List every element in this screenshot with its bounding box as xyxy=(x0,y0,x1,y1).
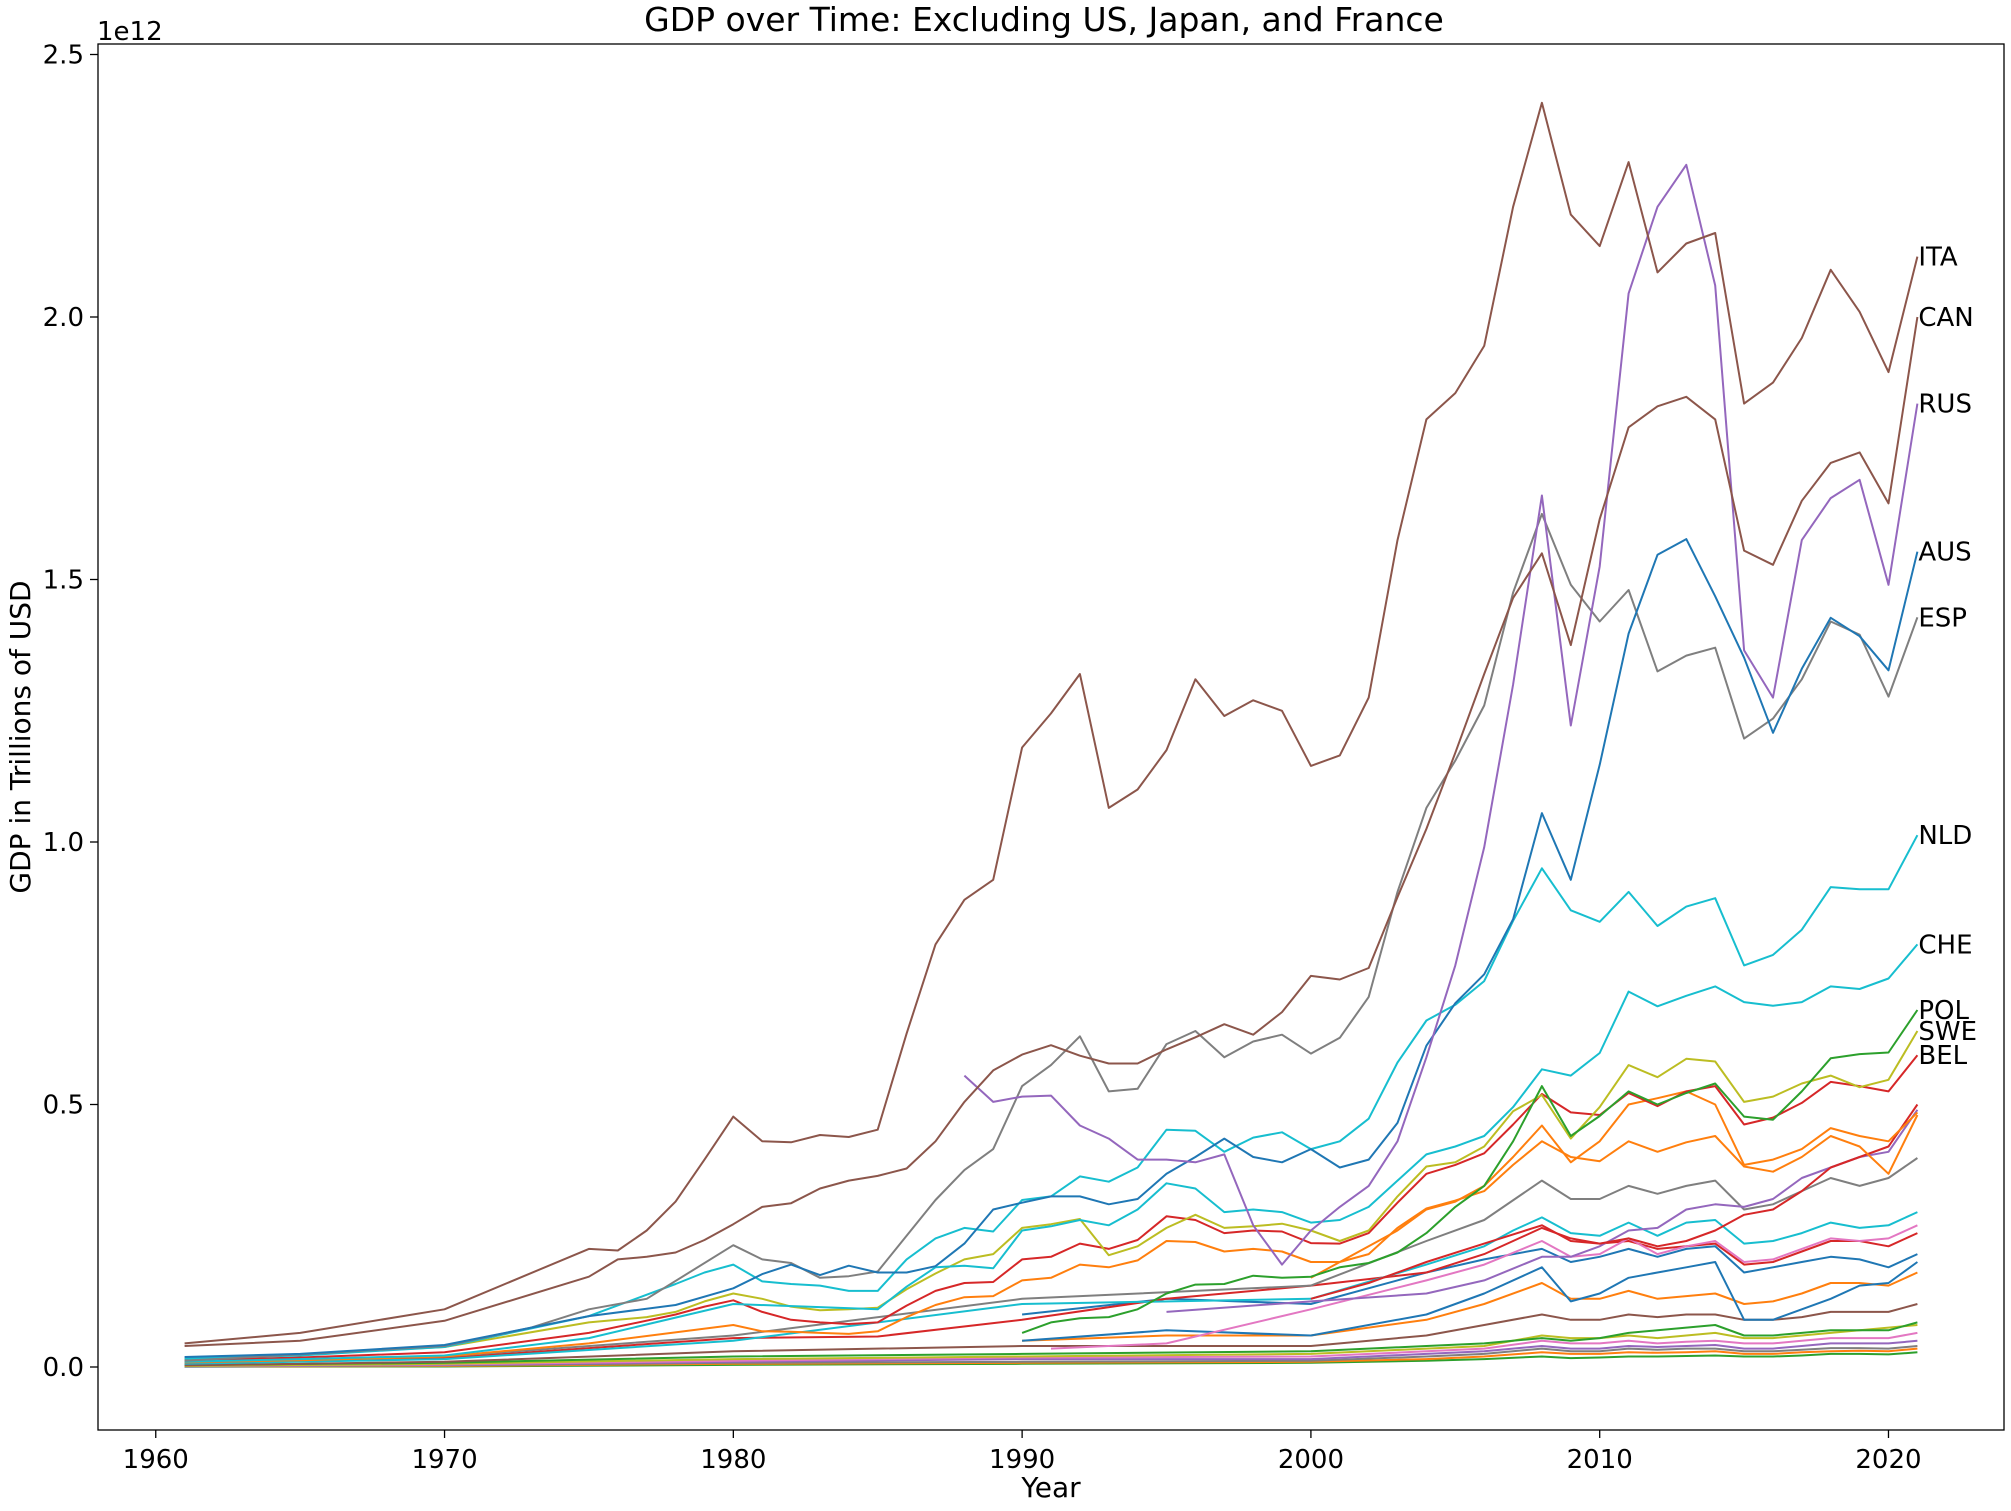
series-line xyxy=(184,1114,1919,1364)
series-line xyxy=(184,1347,1918,1368)
series-line xyxy=(1022,1271,1918,1342)
y-axis-label: GDP in Trillions of USD xyxy=(4,580,37,893)
series-line-che xyxy=(184,943,1919,1363)
x-tick-label: 1960 xyxy=(123,1445,189,1475)
series-line-swe xyxy=(184,1030,1919,1360)
end-label-can: CAN xyxy=(1918,303,1973,333)
end-label-che: CHE xyxy=(1918,930,1972,960)
end-label-aus: AUS xyxy=(1918,538,1971,568)
x-axis-label: Year xyxy=(1020,1471,1081,1504)
y-tick-label: 0.5 xyxy=(43,1091,84,1121)
series-line-aus xyxy=(184,538,1919,1358)
series-line-can xyxy=(184,316,1919,1347)
series-line-esp xyxy=(184,512,1919,1362)
series-line xyxy=(184,1331,1918,1367)
y-tick-label: 2.5 xyxy=(43,41,84,71)
end-label-nld: NLD xyxy=(1918,821,1972,851)
series-line xyxy=(184,1157,1918,1364)
end-label-rus: RUS xyxy=(1918,390,1972,420)
series-line-nld xyxy=(184,834,1919,1360)
series-lines xyxy=(184,101,1919,1368)
x-tick-label: 2010 xyxy=(1567,1445,1633,1475)
y-tick-label: 1.5 xyxy=(43,566,84,596)
x-tick-label: 1970 xyxy=(411,1445,477,1475)
y-tick-label: 0.0 xyxy=(43,1353,84,1383)
series-line xyxy=(184,1339,1918,1368)
y-axis-ticks: 0.0 0.5 1.0 1.5 2.0 2.5 xyxy=(43,41,98,1383)
end-label-esp: ESP xyxy=(1918,603,1967,633)
series-line xyxy=(184,1211,1918,1365)
x-tick-label: 1980 xyxy=(700,1445,766,1475)
series-line xyxy=(184,1226,1918,1364)
end-label-bel: BEL xyxy=(1918,1041,1967,1071)
x-tick-label: 1990 xyxy=(989,1445,1055,1475)
series-line-rus xyxy=(963,163,1919,1266)
y-tick-label: 2.0 xyxy=(43,303,84,333)
chart-title: GDP over Time: Excluding US, Japan, and … xyxy=(644,0,1444,39)
series-line xyxy=(184,1345,1918,1368)
series-line xyxy=(184,1321,1918,1366)
plot-area-frame xyxy=(97,43,2005,1431)
end-label-swe: SWE xyxy=(1918,1017,1977,1047)
y-tick-label: 1.0 xyxy=(43,828,84,858)
series-line xyxy=(184,1324,1918,1367)
end-label-ita: ITA xyxy=(1918,243,1958,273)
series-line-ita xyxy=(184,101,1919,1345)
y-offset-text: 1e12 xyxy=(97,17,163,47)
series-line xyxy=(1022,1261,1918,1342)
x-tick-label: 2020 xyxy=(1855,1445,1921,1475)
x-tick-label: 2000 xyxy=(1278,1445,1344,1475)
series-line xyxy=(1050,1224,1918,1350)
series-line xyxy=(1310,1103,1919,1300)
series-line-pol xyxy=(1021,1009,1919,1334)
x-axis-ticks: 1960 1970 1980 1990 2000 2010 2020 xyxy=(123,1430,1922,1475)
end-label-pol: POL xyxy=(1918,996,1969,1026)
